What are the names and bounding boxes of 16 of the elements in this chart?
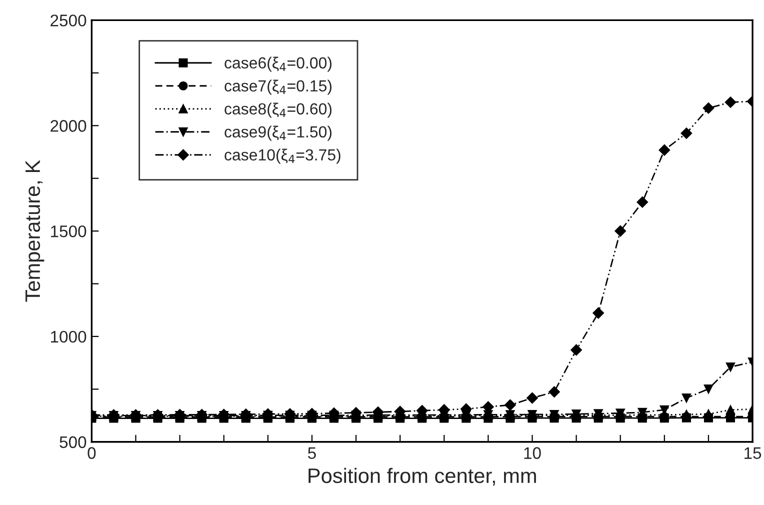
y-axis-title: Temperature, K: [26, 160, 44, 302]
y-tick-label: 500: [60, 436, 86, 448]
y-tick-label: 2000: [50, 120, 86, 132]
legend-label: case9(ξ$_{4}$=1.50): [224, 126, 332, 141]
y-tick-label: 1500: [51, 225, 86, 238]
legend-label: case6(ξ$_{4}$=0.00): [224, 56, 332, 72]
x-axis-title: Position from center, mm: [308, 468, 536, 486]
x-tick-label: 5: [308, 447, 316, 459]
y-tick-label: 1000: [51, 330, 86, 343]
legend-label: case10(ξ$_{4}$=3.75): [224, 148, 340, 164]
legend-label: case8(ξ$_{4}$=0.60): [224, 102, 332, 118]
x-tick-label: 15: [744, 447, 762, 459]
x-tick-label: 10: [524, 447, 541, 459]
legend-label: case7(ξ$_{4}$=0.15): [224, 80, 332, 95]
x-tick-label: 0: [88, 447, 96, 459]
y-tick-label: 2500: [50, 14, 86, 26]
